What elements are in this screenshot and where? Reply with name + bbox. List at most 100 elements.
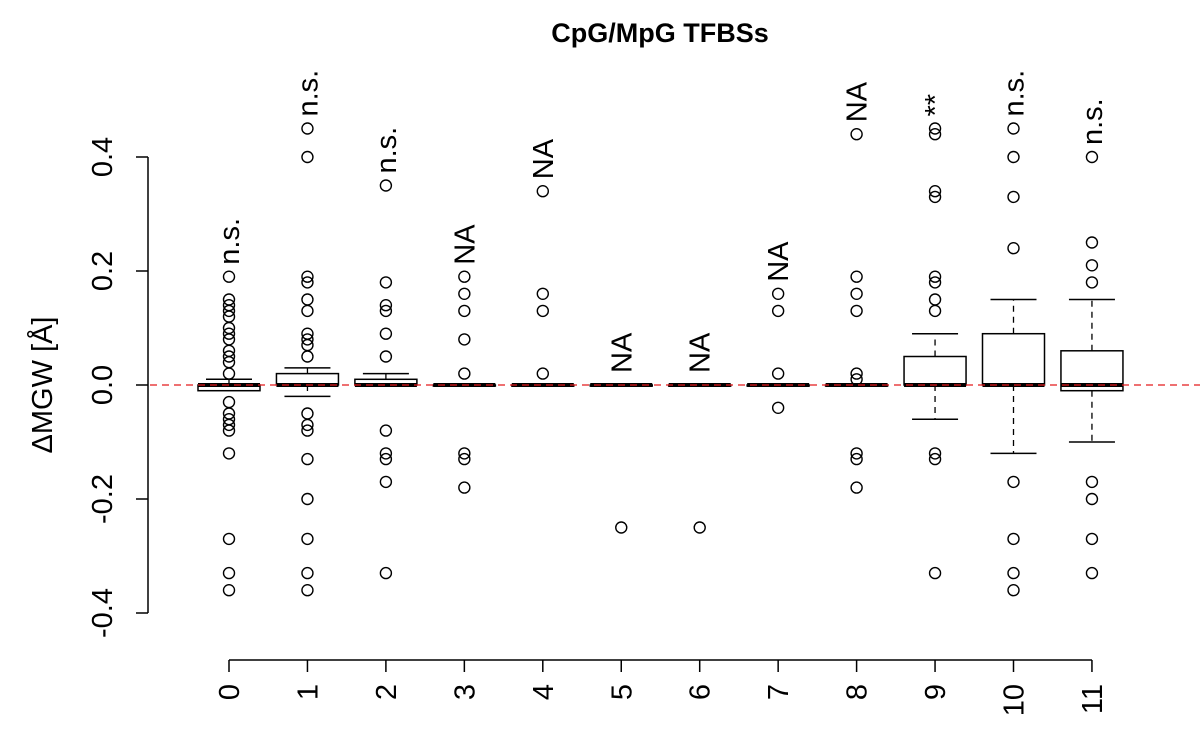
outlier-point [928,127,942,141]
outlier-point [1085,492,1099,506]
outlier-point [771,304,785,318]
outlier-point [222,304,236,318]
outlier-point [301,150,314,164]
outlier-point [1007,584,1020,597]
x-tick-label: 10 [999,684,1031,716]
outlier-point [1007,190,1020,204]
outlier-point [928,184,942,198]
outlier-point [222,532,236,546]
outlier-point [1085,259,1099,272]
outlier-point [928,122,942,135]
outlier-point [1085,150,1099,164]
outlier-point [928,293,942,306]
box-group-4: NA [511,138,575,387]
significance-label: n.s. [999,70,1031,117]
box [981,332,1046,386]
box-group-11: n.s. [1060,98,1124,580]
outlier-point [850,287,863,300]
outlier-point [379,566,393,580]
outlier-point [301,452,314,466]
significance-label: n.s. [371,127,403,174]
outlier-point [536,367,549,380]
box-group-1: n.s. [275,70,340,597]
x-tick-label: 9 [920,684,952,700]
box-group-0: n.s. [197,218,261,597]
outlier-point [536,184,549,198]
outlier-point [928,447,942,460]
outlier-point [301,532,314,546]
outlier-point [850,270,863,283]
y-axis: -0.4 -0.2 0.0 0.2 0.4 [87,137,149,638]
outlier-point [458,270,471,283]
y-tick-label: -0.2 [87,474,119,524]
outlier-point [301,584,314,597]
outlier-point [222,270,236,283]
outlier-point [850,127,863,141]
outlier-point [222,566,236,580]
outlier-point [1007,566,1020,580]
outlier-point [1007,150,1020,164]
outlier-point [222,584,236,597]
outlier-point [928,270,942,283]
outlier-point [928,452,942,466]
x-tick-label: 0 [214,684,246,700]
outlier-point [379,327,393,340]
outlier-point [693,521,706,534]
outlier-point [379,304,393,318]
x-tick-label: 1 [292,684,324,700]
outlier-point [850,304,863,318]
outlier-point [536,287,549,300]
x-tick-label: 7 [763,684,795,700]
outlier-point [850,373,863,386]
outlier-point [771,401,785,414]
outlier-point [379,475,393,489]
outlier-point [222,424,236,437]
significance-label: n.s. [214,218,246,265]
outlier-point [222,418,236,432]
outlier-point [222,447,236,460]
outlier-point [1085,236,1099,249]
outlier-point [222,350,236,363]
outlier-point [615,521,628,534]
significance-label: NA [842,81,874,122]
outlier-point [458,452,471,466]
box-group-7: NA [746,241,810,414]
box-group-8: NA [824,81,889,494]
outlier-point [301,566,314,580]
outlier-point [928,304,942,318]
outlier-point [458,367,471,380]
outlier-point [850,447,863,460]
outlier-point [222,327,236,340]
outlier-point [536,304,549,318]
outlier-point [301,350,314,363]
y-tick-label: -0.4 [87,588,119,638]
outlier-point [301,293,314,306]
outlier-point [222,395,236,409]
x-tick-label: 4 [528,684,560,700]
outlier-point [1085,475,1099,489]
significance-label: NA [528,138,560,179]
outlier-point [458,333,471,346]
outlier-point [379,350,393,363]
chart-title: CpG/MpG TFBSs [551,18,769,48]
x-tick-label: 2 [371,684,403,700]
x-tick-label: 5 [606,684,638,700]
outlier-point [771,287,785,300]
outlier-point [301,122,314,135]
x-tick-label: 6 [685,684,717,700]
outlier-point [379,276,393,289]
significance-label: NA [685,332,717,373]
outlier-point [850,367,863,380]
outlier-point [1085,566,1099,580]
box [903,355,967,386]
outlier-point [928,190,942,204]
outlier-point [1007,122,1020,135]
x-tick-label: 3 [449,684,481,700]
outlier-point [301,304,314,318]
outlier-point [1085,532,1099,546]
significance-label: ** [920,94,952,117]
x-tick-label: 11 [1077,684,1109,714]
outlier-point [379,424,393,437]
outlier-point [379,299,393,312]
